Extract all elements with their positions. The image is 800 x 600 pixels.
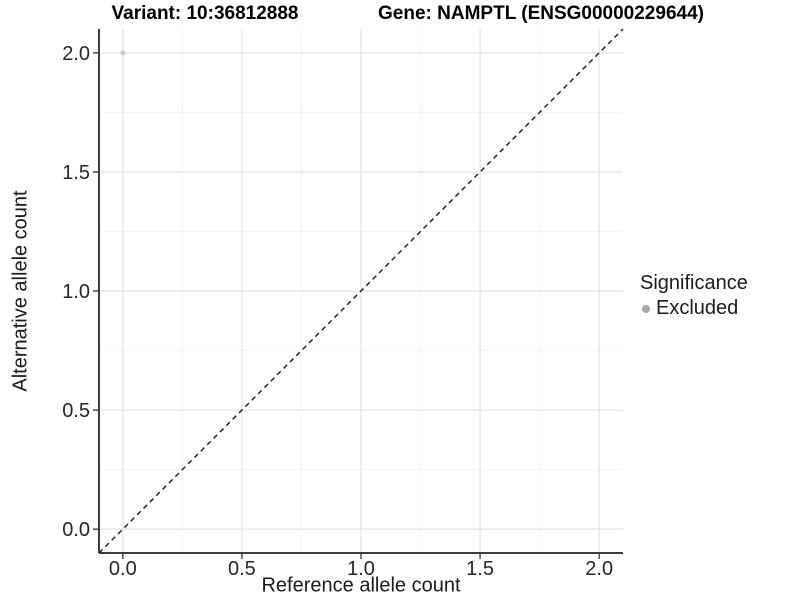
x-axis-title: Reference allele count xyxy=(261,574,461,597)
legend-item-excluded: Excluded xyxy=(640,296,748,321)
y-tick-label: 0.5 xyxy=(62,400,90,422)
identity-line xyxy=(98,28,624,554)
y-tick-label: 1.0 xyxy=(62,281,90,303)
x-tick-label: 1.5 xyxy=(466,558,494,580)
legend: Significance Excluded xyxy=(640,271,748,321)
legend-title: Significance xyxy=(640,272,748,294)
y-tick-label: 0.0 xyxy=(62,519,90,541)
x-tick-label: 2.0 xyxy=(585,558,613,580)
x-tick-label: 1.0 xyxy=(347,558,375,580)
gene-title: Gene: NAMPTL (ENSG00000229644) xyxy=(378,3,704,24)
x-tick-label: 0.0 xyxy=(109,558,137,580)
legend-point-icon xyxy=(642,304,650,313)
x-tick-label: 0.5 xyxy=(228,558,256,580)
y-tick-label: 1.5 xyxy=(62,162,90,184)
y-tick-label: 2.0 xyxy=(62,43,90,65)
y-axis-title: Alternative allele count xyxy=(9,190,32,392)
variant-title: Variant: 10:36812888 xyxy=(111,3,299,24)
legend-item-label: Excluded xyxy=(656,297,739,319)
data-point xyxy=(120,50,126,56)
